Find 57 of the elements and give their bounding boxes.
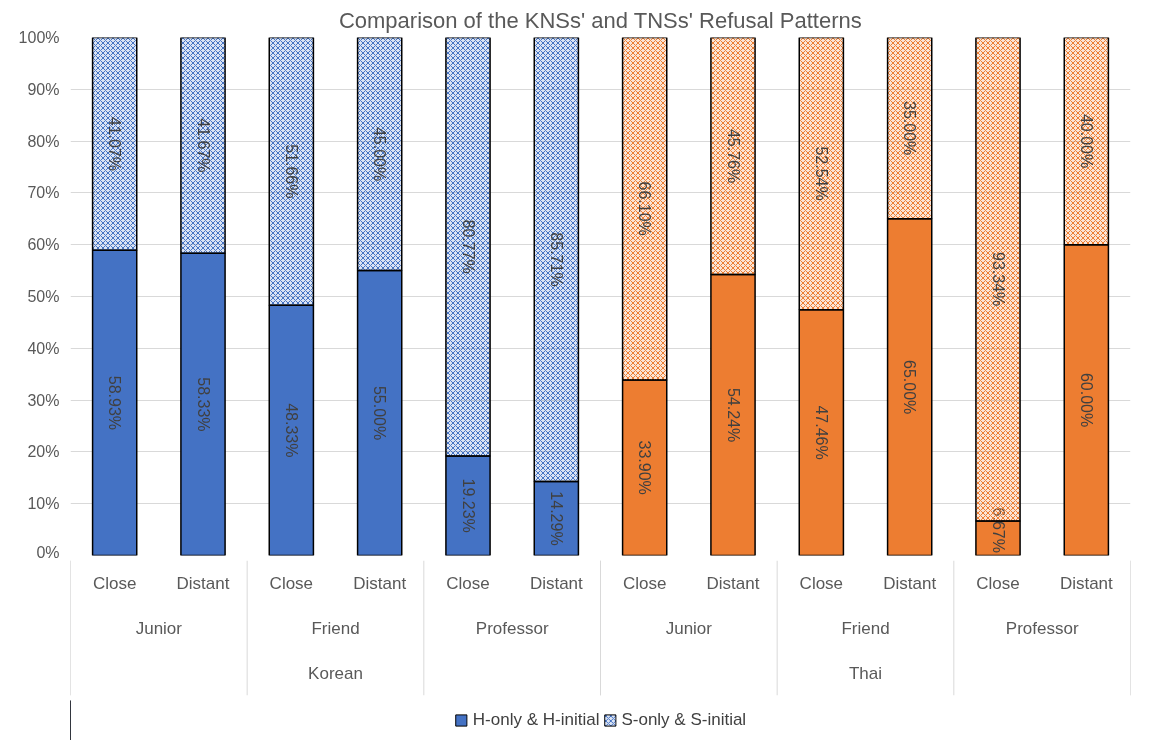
data-label: 58.33% — [194, 377, 212, 432]
y-tick-label: 30% — [27, 391, 60, 409]
data-label: 54.24% — [724, 387, 742, 443]
data-label: 60.00% — [1077, 372, 1095, 428]
data-label: 48.33% — [282, 403, 300, 458]
x-tick-label: Distant — [353, 573, 407, 593]
data-label: 66.10% — [636, 181, 654, 236]
y-tick-label: 0% — [36, 543, 60, 561]
x-tick-label: Distant — [529, 573, 584, 593]
text: Korean — [308, 663, 363, 683]
x-tick-label: Close — [622, 573, 667, 593]
data-label: 51.66% — [282, 144, 300, 199]
y-tick-label: 40% — [27, 339, 60, 357]
x-tick-label: Close — [976, 573, 1020, 593]
text: Friend — [311, 618, 360, 638]
x-tick-label: Distant — [176, 573, 230, 593]
legend-label: S-only & S-initial — [621, 710, 747, 730]
data-label: 65.00% — [901, 360, 919, 415]
data-label: 19.23% — [459, 478, 477, 533]
data-label: 41.67% — [194, 118, 212, 173]
data-label: 55.00% — [371, 385, 389, 441]
x-tick-label: Distant — [706, 573, 760, 593]
y-tick-label: 60% — [27, 236, 60, 254]
x-tick-label: Close — [92, 573, 137, 593]
data-label: 47.46% — [812, 405, 830, 460]
chart-title: Comparison of the KNSs' and TNSs' Refusal Patterns — [338, 7, 862, 33]
data-label: 45.76% — [724, 128, 742, 184]
x-tick-label: Close — [269, 573, 314, 593]
y-tick-label: 100% — [18, 29, 60, 46]
y-tick-label: 80% — [27, 132, 60, 150]
data-label: 85.71% — [547, 232, 565, 287]
legend-label: H-only & H-initial — [472, 710, 600, 730]
y-tick-label: 70% — [27, 184, 60, 202]
data-label: 45.00% — [371, 126, 389, 182]
x-tick-label: Close — [799, 573, 844, 593]
data-label: 14.29% — [547, 491, 565, 546]
data-label: 58.93% — [106, 375, 124, 430]
text: Junior — [135, 618, 183, 638]
text: Junior — [665, 618, 713, 638]
data-label: 40.00% — [1077, 113, 1095, 169]
data-label: 35.00% — [901, 101, 919, 156]
y-tick-label: 20% — [27, 443, 60, 461]
y-tick-label: 50% — [27, 288, 60, 305]
x-tick-label: Distant — [883, 573, 937, 593]
x-tick-label: Distant — [1059, 573, 1114, 593]
y-tick-label: 90% — [27, 80, 60, 98]
y-tick-label: 10% — [27, 495, 60, 513]
data-label: 52.54% — [812, 146, 830, 201]
x-tick-label: Close — [446, 573, 490, 593]
text: Thai — [848, 663, 883, 683]
text: Professor — [475, 618, 549, 638]
text: Friend — [841, 618, 890, 638]
text: Professor — [1005, 618, 1079, 638]
data-label: 80.77% — [459, 219, 477, 274]
data-label: 33.90% — [636, 440, 654, 495]
data-label: 41.07% — [106, 116, 124, 171]
data-label: 93.34% — [989, 252, 1007, 307]
